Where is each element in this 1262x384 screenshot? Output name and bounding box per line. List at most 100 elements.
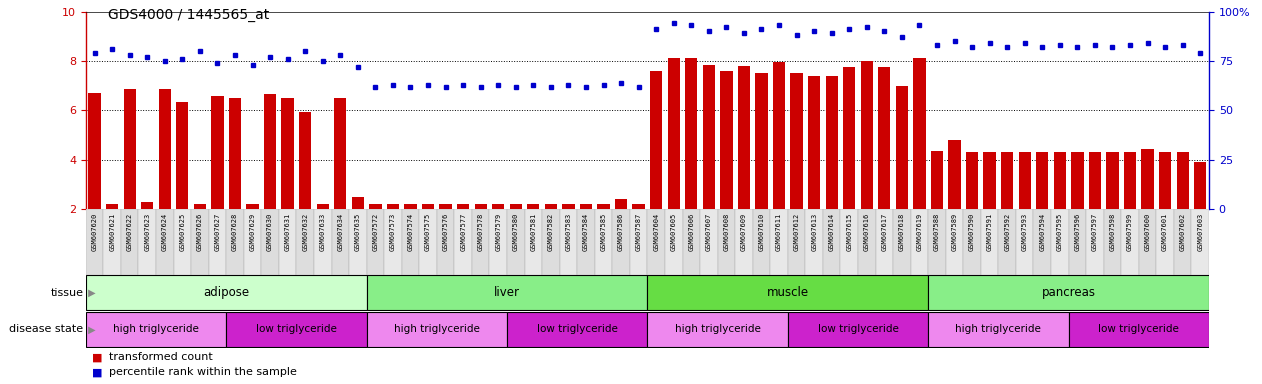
Bar: [683, 209, 700, 275]
Bar: [787, 312, 928, 347]
Text: GSM607593: GSM607593: [1022, 213, 1027, 251]
Bar: [632, 204, 645, 209]
Bar: [543, 209, 559, 275]
Text: GSM607617: GSM607617: [881, 213, 887, 251]
Bar: [1071, 152, 1084, 209]
Text: liver: liver: [493, 286, 520, 299]
Bar: [279, 209, 297, 275]
Text: GSM607627: GSM607627: [215, 213, 221, 251]
Bar: [861, 61, 873, 209]
Bar: [454, 209, 472, 275]
Bar: [1069, 209, 1087, 275]
Bar: [159, 89, 170, 209]
Text: ▶: ▶: [85, 288, 95, 298]
Bar: [896, 86, 909, 209]
Bar: [299, 112, 312, 209]
Bar: [630, 209, 647, 275]
Bar: [370, 204, 381, 209]
Text: GSM607623: GSM607623: [144, 213, 150, 251]
Text: GSM607590: GSM607590: [969, 213, 976, 251]
Text: ▶: ▶: [85, 324, 95, 334]
Text: GSM607604: GSM607604: [654, 213, 659, 251]
Text: GSM607589: GSM607589: [952, 213, 958, 251]
Text: GSM607616: GSM607616: [863, 213, 870, 251]
Bar: [106, 204, 119, 209]
Bar: [808, 76, 820, 209]
Bar: [1051, 209, 1069, 275]
Bar: [366, 312, 507, 347]
Text: GSM607613: GSM607613: [811, 213, 817, 251]
Text: GSM607595: GSM607595: [1056, 213, 1063, 251]
Bar: [858, 209, 876, 275]
Bar: [507, 312, 647, 347]
Bar: [177, 102, 188, 209]
Bar: [401, 209, 419, 275]
Bar: [525, 209, 543, 275]
Bar: [86, 209, 103, 275]
Bar: [384, 209, 401, 275]
Bar: [787, 209, 805, 275]
Bar: [1107, 152, 1118, 209]
Bar: [981, 209, 998, 275]
Text: high triglyceride: high triglyceride: [955, 324, 1041, 334]
Text: GSM607625: GSM607625: [179, 213, 186, 251]
Bar: [475, 204, 487, 209]
Text: low triglyceride: low triglyceride: [256, 324, 337, 334]
Bar: [665, 209, 683, 275]
Text: GSM607603: GSM607603: [1198, 213, 1203, 251]
Bar: [772, 62, 785, 209]
Bar: [945, 209, 963, 275]
Bar: [948, 140, 960, 209]
Bar: [366, 209, 384, 275]
Bar: [983, 152, 996, 209]
Text: low triglyceride: low triglyceride: [1098, 324, 1179, 334]
Bar: [510, 204, 522, 209]
Bar: [931, 151, 943, 209]
Bar: [1159, 152, 1171, 209]
Bar: [893, 209, 911, 275]
Bar: [121, 209, 139, 275]
Text: GSM607579: GSM607579: [495, 213, 501, 251]
Text: GSM607584: GSM607584: [583, 213, 589, 251]
Bar: [246, 204, 259, 209]
Bar: [545, 204, 557, 209]
Text: GSM607602: GSM607602: [1180, 213, 1186, 251]
Bar: [685, 58, 698, 209]
Text: percentile rank within the sample: percentile rank within the sample: [109, 367, 297, 377]
Bar: [439, 204, 452, 209]
Text: GSM607577: GSM607577: [461, 213, 466, 251]
Bar: [668, 58, 680, 209]
Text: GSM607632: GSM607632: [302, 213, 308, 251]
Bar: [647, 312, 787, 347]
Text: GSM607587: GSM607587: [636, 213, 641, 251]
Text: high triglyceride: high triglyceride: [675, 324, 761, 334]
Bar: [736, 209, 752, 275]
Text: GSM607601: GSM607601: [1162, 213, 1169, 251]
Bar: [718, 209, 736, 275]
Bar: [928, 312, 1069, 347]
Text: GSM607581: GSM607581: [530, 213, 536, 251]
Bar: [437, 209, 454, 275]
Text: GSM607624: GSM607624: [162, 213, 168, 251]
Bar: [124, 89, 136, 209]
Text: GSM607588: GSM607588: [934, 213, 940, 251]
Text: GSM607608: GSM607608: [723, 213, 729, 251]
Bar: [1069, 312, 1209, 347]
Bar: [88, 93, 101, 209]
Bar: [1036, 152, 1049, 209]
Text: high triglyceride: high triglyceride: [394, 324, 480, 334]
Bar: [756, 73, 767, 209]
Text: GSM607610: GSM607610: [758, 213, 765, 251]
Text: low triglyceride: low triglyceride: [818, 324, 899, 334]
Bar: [738, 66, 750, 209]
Bar: [103, 209, 121, 275]
Text: GSM607592: GSM607592: [1005, 213, 1010, 251]
Bar: [314, 209, 332, 275]
Text: GSM607628: GSM607628: [232, 213, 239, 251]
Bar: [334, 98, 347, 209]
Text: GSM607619: GSM607619: [916, 213, 923, 251]
Bar: [647, 275, 928, 310]
Text: GSM607605: GSM607605: [670, 213, 676, 251]
Bar: [825, 76, 838, 209]
Bar: [579, 204, 592, 209]
